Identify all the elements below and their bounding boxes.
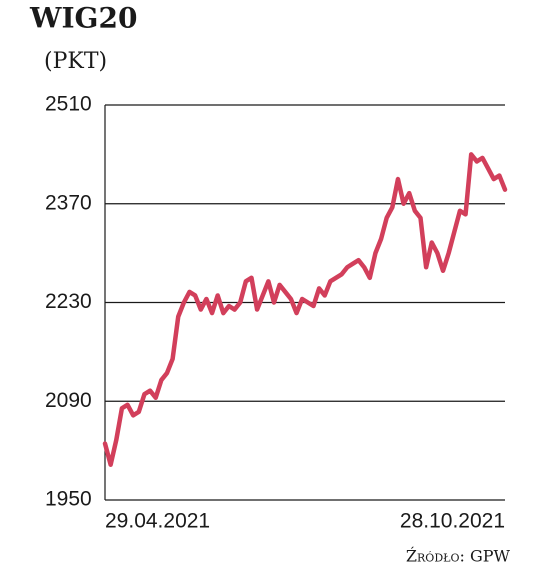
x-tick-label: 28.10.2021: [400, 510, 505, 533]
y-tick-label: 2230: [45, 290, 92, 313]
y-tick-label: 2370: [45, 191, 92, 214]
source: Źródło: GPW: [406, 546, 511, 566]
x-tick-label: 29.04.2021: [105, 510, 210, 533]
chart-title: WIG20: [29, 2, 137, 35]
y-tick-label: 2510: [45, 93, 92, 116]
y-tick-label: 1950: [45, 488, 92, 511]
y-tick-label: 2090: [45, 389, 92, 412]
chart-subtitle: (PKT): [44, 49, 107, 74]
line: [102, 152, 508, 467]
